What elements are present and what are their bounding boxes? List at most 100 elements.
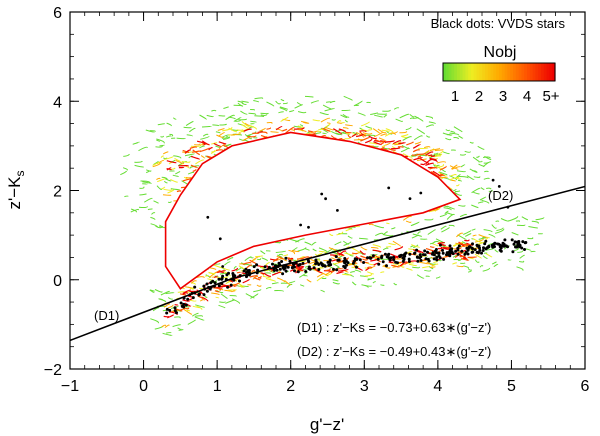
contour-segment bbox=[278, 111, 284, 114]
contour-segment bbox=[178, 329, 184, 331]
contour-segment bbox=[183, 308, 193, 315]
contour-segment bbox=[310, 100, 320, 104]
contour-segment bbox=[213, 142, 222, 148]
contour-segment bbox=[467, 256, 477, 258]
star-dot bbox=[272, 269, 276, 272]
contour-segment bbox=[152, 162, 160, 166]
contour-segment bbox=[416, 152, 427, 156]
contour-segment bbox=[439, 213, 448, 218]
contour-segment bbox=[165, 332, 172, 334]
contour-segment bbox=[281, 128, 288, 132]
star-dot bbox=[423, 253, 427, 257]
contour-segment bbox=[316, 276, 325, 282]
star-dot bbox=[456, 248, 460, 252]
contour-segment bbox=[190, 280, 197, 284]
contour-segment bbox=[521, 216, 529, 221]
contour-segment bbox=[225, 299, 235, 304]
y-tick-label: 2 bbox=[53, 184, 62, 201]
contour-segment bbox=[260, 272, 265, 275]
contour-segment bbox=[368, 128, 373, 131]
star-dot bbox=[493, 245, 496, 249]
contour-segment bbox=[493, 263, 499, 268]
contour-segment bbox=[177, 327, 182, 331]
contour-segment bbox=[283, 254, 289, 257]
contour-segment bbox=[337, 122, 343, 125]
contour-segment bbox=[378, 137, 387, 142]
contour-segment bbox=[153, 200, 159, 204]
contour-segment bbox=[533, 243, 539, 246]
contour-segment bbox=[318, 250, 327, 254]
galaxy-region-outline bbox=[164, 131, 462, 290]
contour-segment bbox=[235, 119, 241, 122]
star-dot bbox=[362, 261, 366, 264]
contour-segment bbox=[412, 116, 419, 119]
contour-segment bbox=[432, 170, 442, 177]
star-dot bbox=[399, 253, 403, 257]
contour-segment bbox=[373, 141, 382, 146]
contour-segment bbox=[253, 276, 261, 281]
contour-segment bbox=[483, 156, 491, 159]
contour-segment bbox=[179, 307, 186, 311]
star-dot bbox=[387, 186, 391, 190]
star-dot bbox=[450, 251, 454, 255]
star-dot bbox=[388, 258, 392, 262]
star-dot bbox=[408, 252, 412, 256]
star-dot bbox=[217, 277, 221, 281]
contour-segment bbox=[484, 170, 489, 173]
legend-color-step bbox=[459, 63, 464, 81]
contour-segment bbox=[166, 160, 177, 164]
star-dot bbox=[238, 279, 241, 283]
contour-segment bbox=[516, 266, 524, 272]
contour-segment bbox=[372, 249, 382, 253]
contour-segment bbox=[251, 256, 261, 262]
y-axis-label: z'−Ks bbox=[5, 170, 27, 209]
star-dot bbox=[371, 254, 375, 258]
contour-segment bbox=[382, 233, 394, 237]
star-dot bbox=[491, 178, 495, 182]
contour-segment bbox=[442, 151, 450, 155]
contour-segment bbox=[300, 262, 308, 266]
contour-segment bbox=[214, 275, 219, 278]
contour-segment bbox=[164, 324, 170, 328]
contour-segment bbox=[435, 276, 441, 279]
contour-segment bbox=[437, 241, 446, 245]
contour-segment bbox=[300, 120, 308, 123]
contour-segment bbox=[232, 282, 240, 287]
star-dot bbox=[213, 281, 217, 285]
legend-color-step bbox=[454, 63, 458, 81]
contour-segment bbox=[304, 241, 312, 246]
legend-color-step bbox=[445, 63, 450, 81]
contour-segment bbox=[425, 159, 433, 165]
contour-segment bbox=[237, 100, 244, 105]
contour-segment bbox=[500, 218, 510, 222]
contour-segment bbox=[213, 287, 222, 291]
contour-segment bbox=[299, 124, 304, 127]
contour-segment bbox=[256, 258, 262, 261]
y-tick-label: 6 bbox=[53, 5, 62, 22]
contour-segment bbox=[163, 180, 168, 184]
contour-segment bbox=[386, 222, 390, 225]
contour-segment bbox=[372, 281, 376, 284]
contour-segment bbox=[164, 178, 172, 182]
contour-segment bbox=[362, 258, 368, 261]
contour-segment bbox=[291, 129, 296, 132]
contour-segment bbox=[428, 121, 436, 125]
contour-segment bbox=[411, 154, 418, 156]
star-dot bbox=[263, 265, 267, 269]
star-dot bbox=[471, 242, 474, 246]
contour-segment bbox=[479, 265, 484, 268]
legend-color-step bbox=[457, 63, 461, 81]
contour-segment bbox=[208, 271, 216, 275]
contour-segment bbox=[161, 176, 168, 180]
star-dot bbox=[484, 239, 488, 243]
contour-segment bbox=[438, 163, 444, 168]
star-dot bbox=[242, 269, 246, 273]
contour-segment bbox=[257, 130, 263, 133]
star-dot bbox=[173, 309, 177, 313]
star-dot bbox=[293, 269, 296, 273]
contour-segment bbox=[289, 263, 299, 270]
contour-segment bbox=[183, 126, 192, 129]
contour-segment bbox=[496, 227, 504, 232]
legend-color-step bbox=[518, 63, 522, 81]
legend-color-step bbox=[510, 63, 514, 81]
